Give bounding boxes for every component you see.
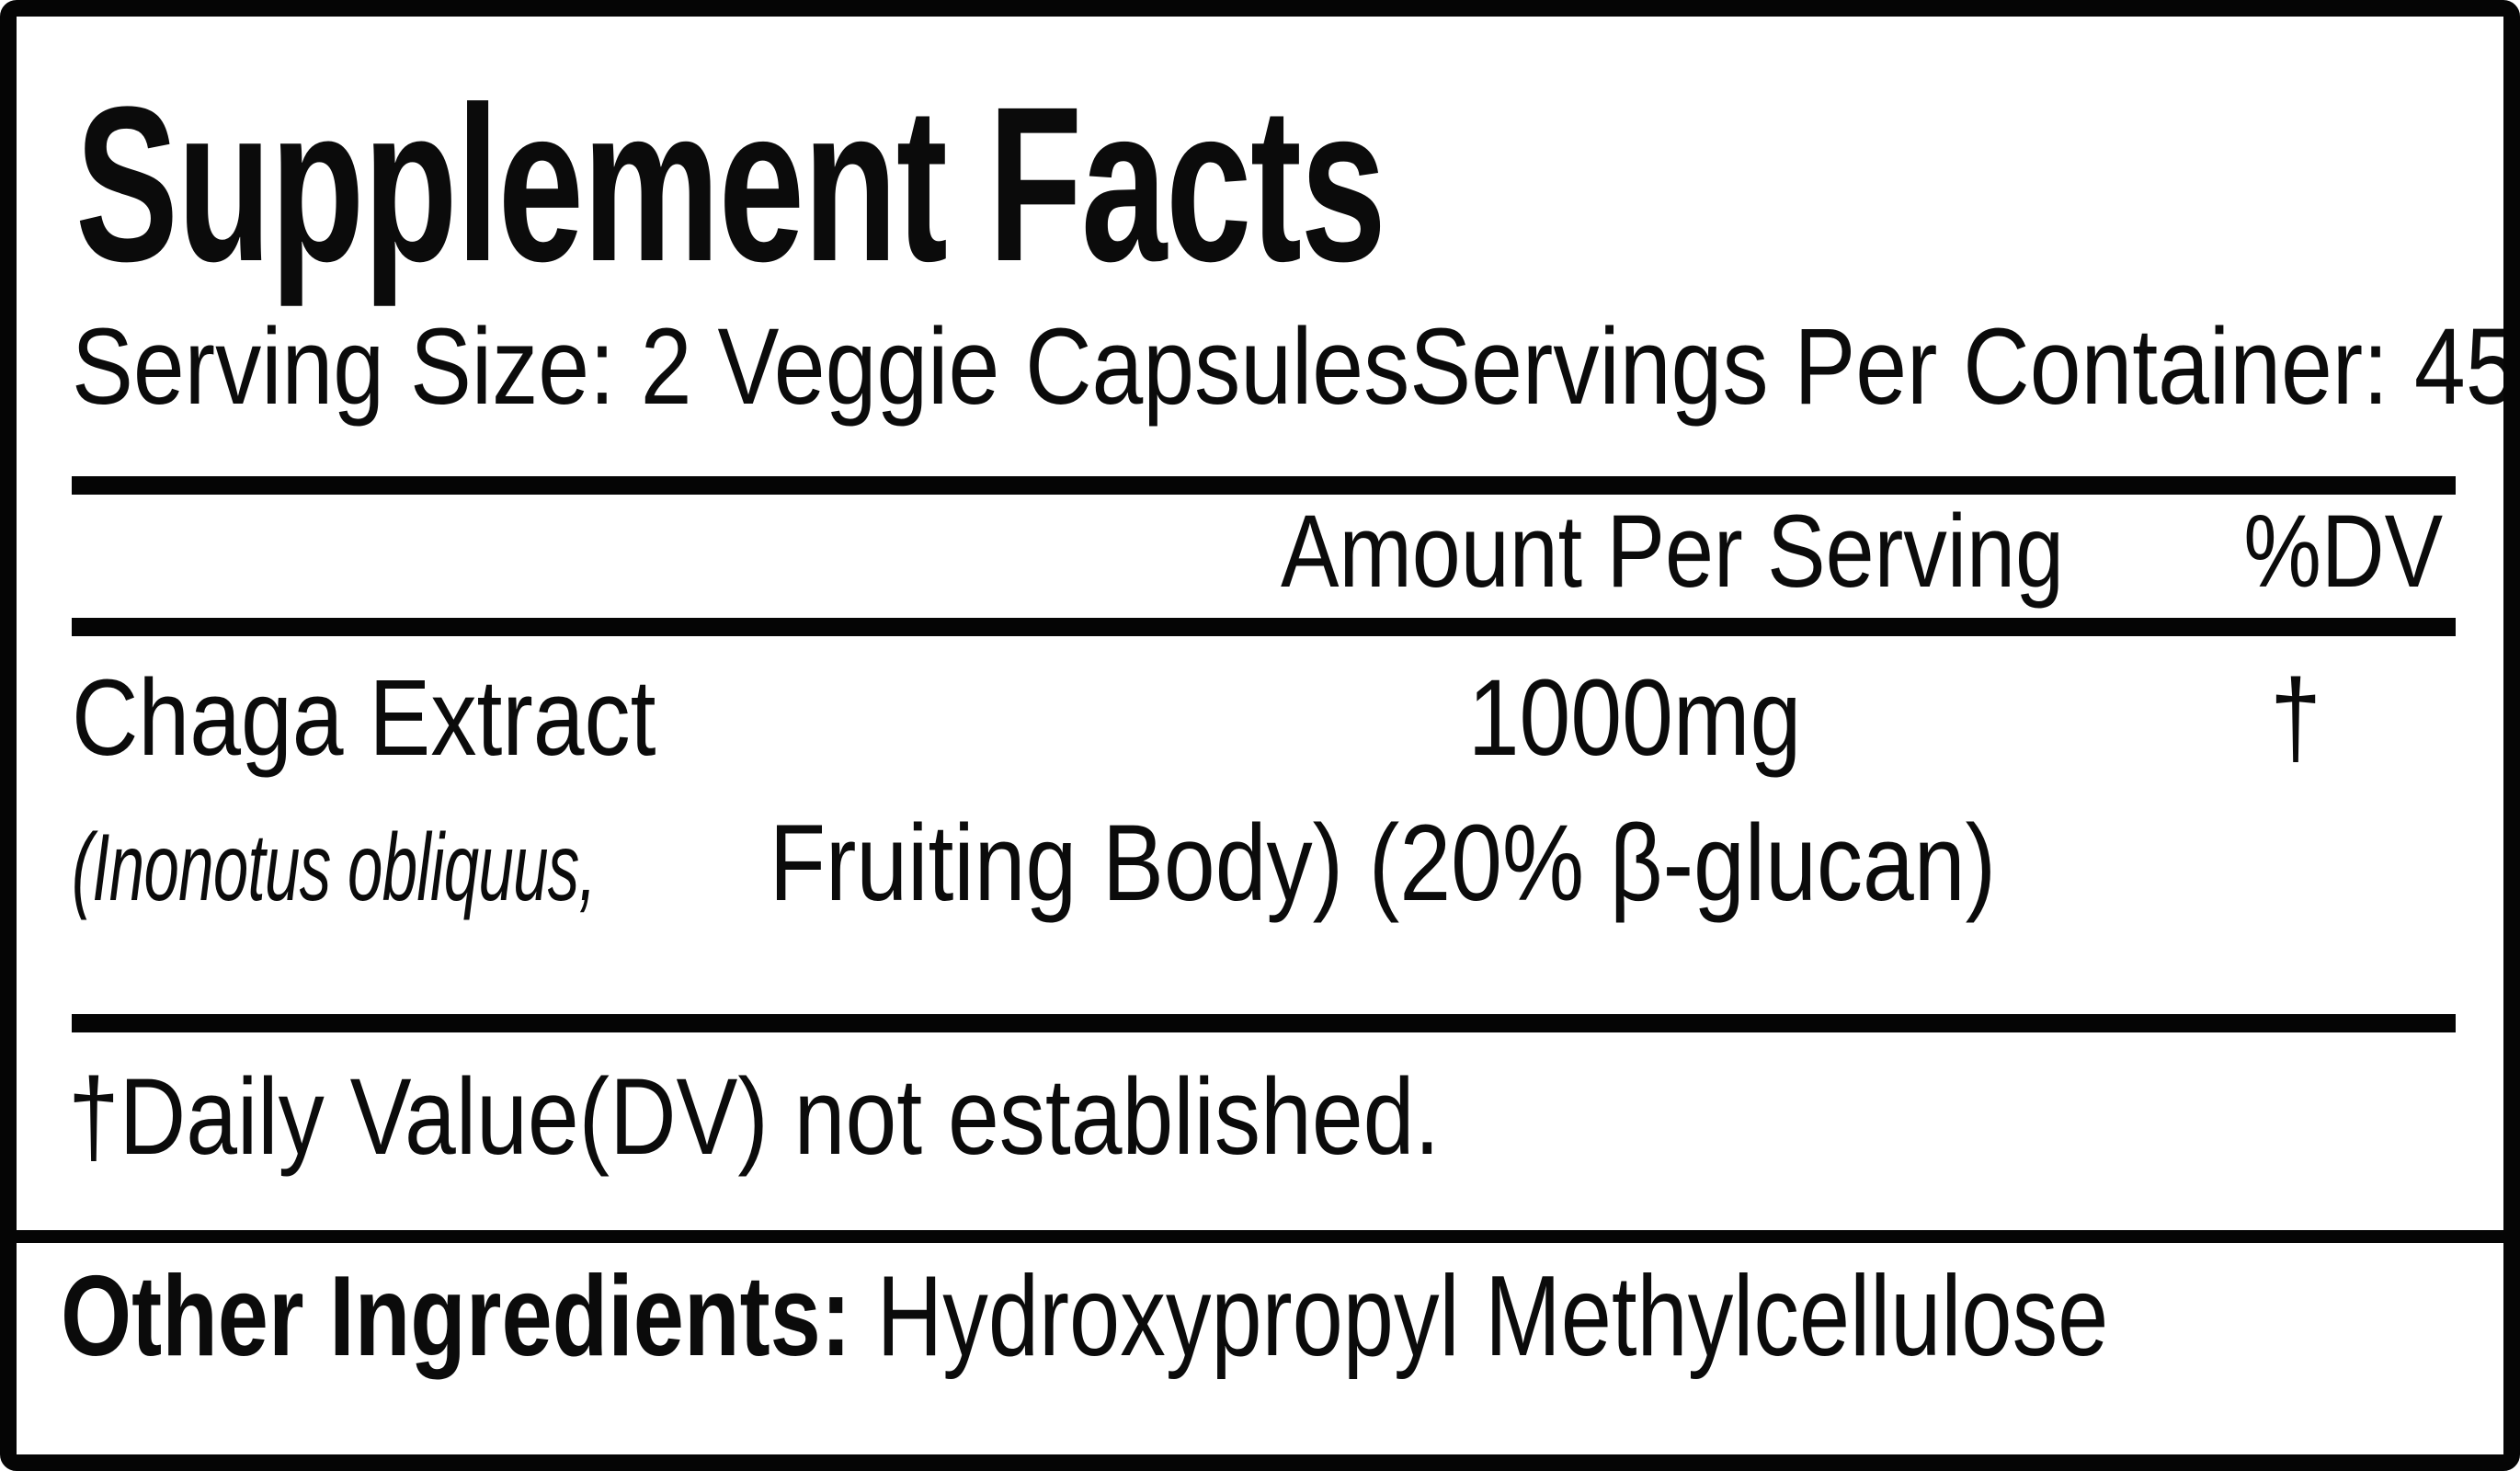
daily-value-footnote: †Daily Value(DV) not established. [68, 1056, 1441, 1178]
ingredient-dv-dagger: † [2270, 657, 2321, 779]
other-ingredients-label: Other Ingredients: [61, 1253, 851, 1380]
table-header-row: Amount Per Serving %DV [17, 495, 2503, 618]
servings-per-container-text: Servings Per Container: 45 [1409, 306, 2517, 428]
serving-info-row: Serving Size: 2 Veggie Capsules Servings… [72, 306, 2503, 428]
amount-per-serving-header: Amount Per Serving [1281, 494, 2064, 609]
ingredient-detail-line: (Inonotus obliquus, Fruiting Body) (20% … [72, 809, 1996, 918]
ingredient-amount: 1000mg [1467, 657, 1802, 779]
percent-dv-header: %DV [2243, 494, 2443, 609]
thick-rule-under-ingredients [72, 1014, 2456, 1032]
thick-rule-top [72, 476, 2456, 495]
full-width-divider [17, 1230, 2503, 1243]
other-ingredients-row: Other Ingredients: Hydroxypropyl Methylce… [61, 1260, 2108, 1374]
ingredient-row: Chaga Extract 1000mg † [17, 664, 2503, 793]
ingredient-detail-text: Fruiting Body) (20% β-glucan) [743, 803, 1996, 924]
serving-size-text: Serving Size: 2 Veggie Capsules [72, 306, 1410, 428]
panel-title: Supplement Facts [75, 61, 1386, 307]
ingredient-latin-name: (Inonotus obliquus, [72, 815, 597, 921]
thick-rule-under-header [72, 618, 2456, 636]
other-ingredients-value: Hydroxypropyl Methylcellulose [876, 1253, 2109, 1380]
ingredient-name: Chaga Extract [72, 657, 656, 779]
